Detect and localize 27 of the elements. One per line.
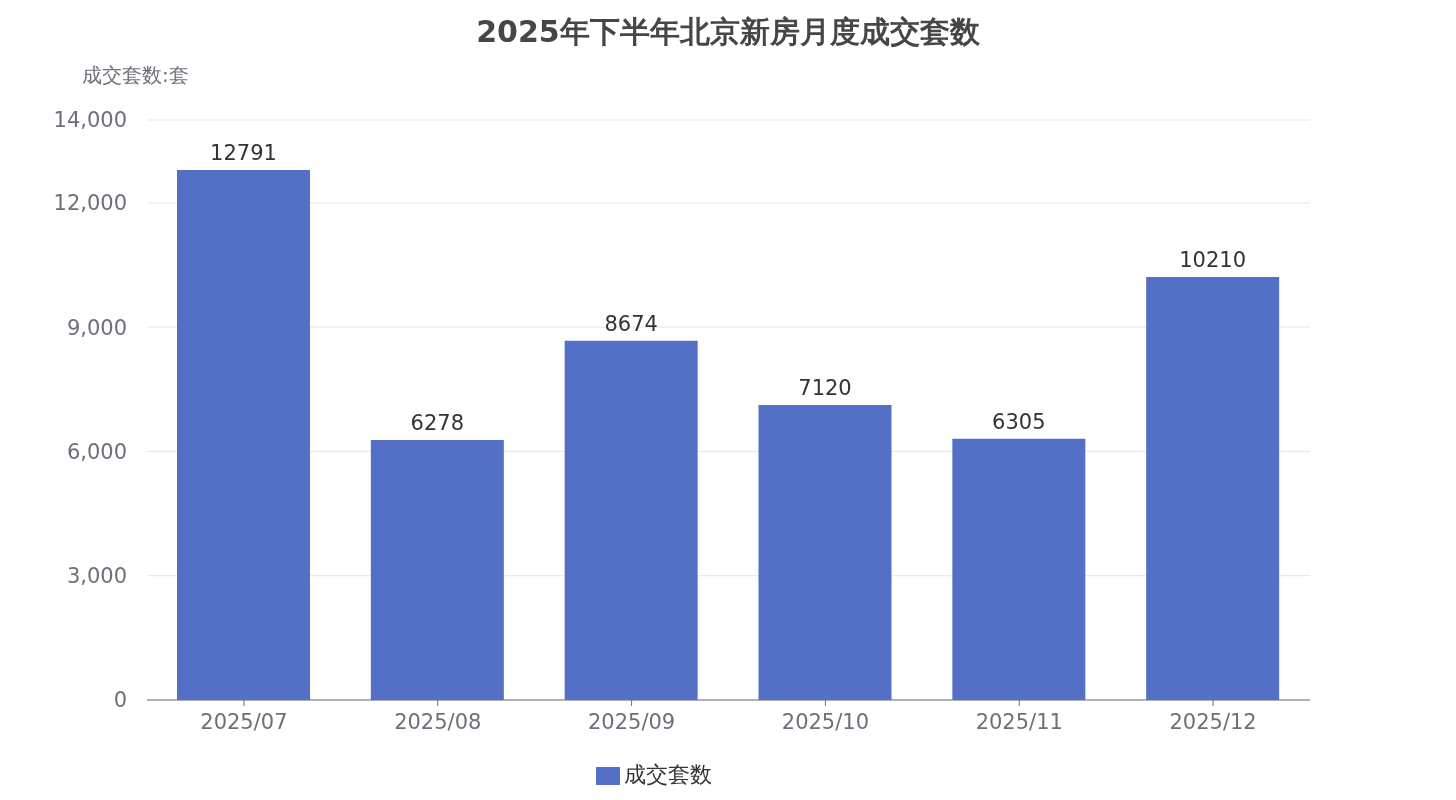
data-label: 8674 — [604, 311, 658, 336]
bar — [952, 438, 1086, 700]
data-label: 10210 — [1179, 248, 1247, 273]
bar — [758, 405, 892, 700]
bar — [564, 340, 698, 700]
x-tick-label: 2025/12 — [1169, 709, 1257, 734]
x-tick-label: 2025/07 — [200, 709, 288, 734]
data-label: 7120 — [798, 376, 852, 401]
bar — [177, 170, 310, 700]
y-tick-label: 6,000 — [66, 439, 127, 464]
data-label: 6305 — [992, 409, 1046, 434]
y-tick-label: 0 — [113, 688, 127, 713]
y-tick-label: 12,000 — [53, 191, 127, 216]
data-label: 6278 — [410, 410, 465, 435]
data-label: 12791 — [210, 141, 277, 166]
y-tick-label: 3,000 — [66, 564, 127, 589]
bar — [1146, 277, 1280, 700]
y-tick-label: 9,000 — [66, 315, 127, 340]
legend-label: 成交套数 — [624, 762, 712, 787]
chart-title: 2025年下半年北京新房月度成交套数 — [475, 13, 981, 51]
y-tick-label: 14,000 — [53, 108, 127, 133]
x-tick-label: 2025/09 — [587, 709, 676, 734]
y-axis-title: 成交套数:套 — [82, 62, 189, 89]
x-tick-label: 2025/10 — [781, 709, 870, 734]
bar — [370, 439, 504, 700]
x-tick-label: 2025/11 — [975, 709, 1063, 734]
x-tick-label: 2025/08 — [394, 709, 482, 734]
